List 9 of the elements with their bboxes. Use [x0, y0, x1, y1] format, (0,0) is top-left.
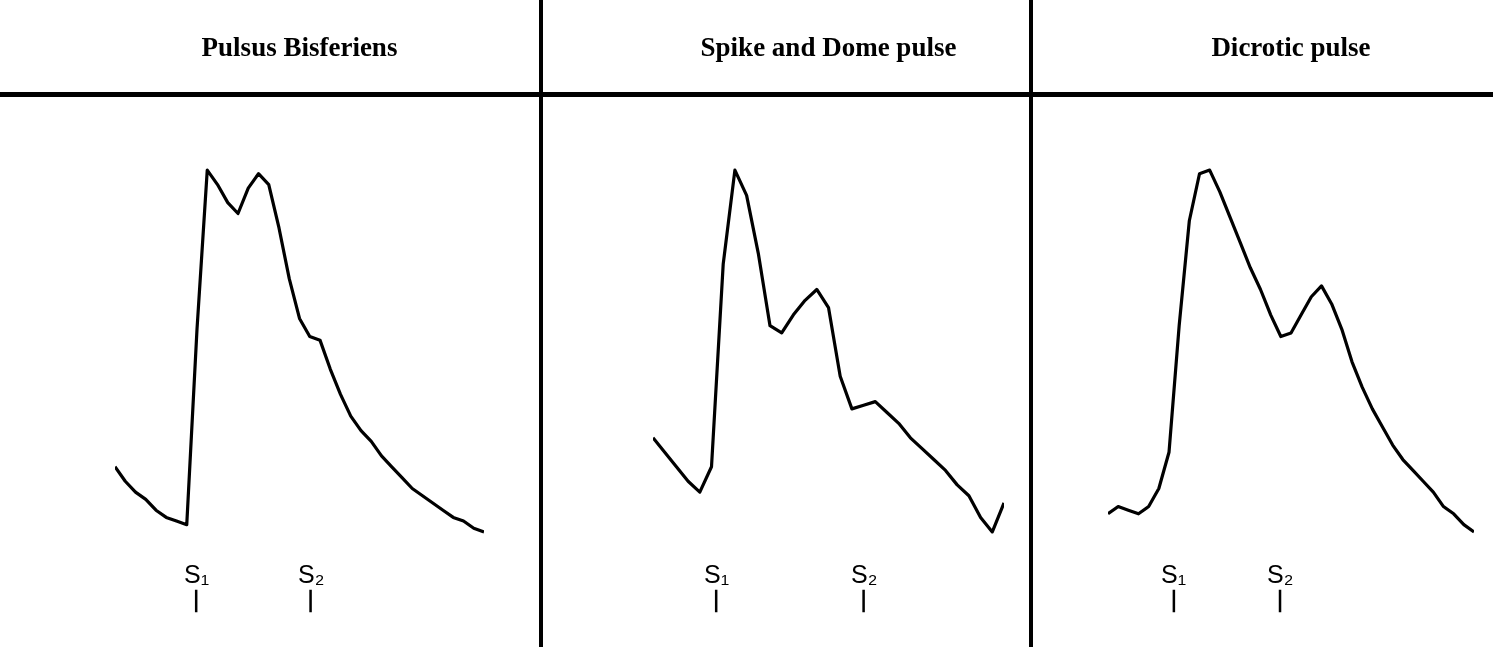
text: S₁: [1161, 560, 1187, 588]
text: S₁: [184, 560, 210, 588]
text: S₂: [1267, 560, 1294, 588]
text: S₁: [704, 560, 730, 588]
chart-title: Dicrotic pulse: [1211, 32, 1371, 63]
chart-title: Pulsus Bisferiens: [201, 32, 398, 63]
text: S₂: [851, 560, 878, 588]
chart-title: Spike and Dome pulse: [700, 32, 957, 63]
text: S₂: [298, 560, 325, 588]
